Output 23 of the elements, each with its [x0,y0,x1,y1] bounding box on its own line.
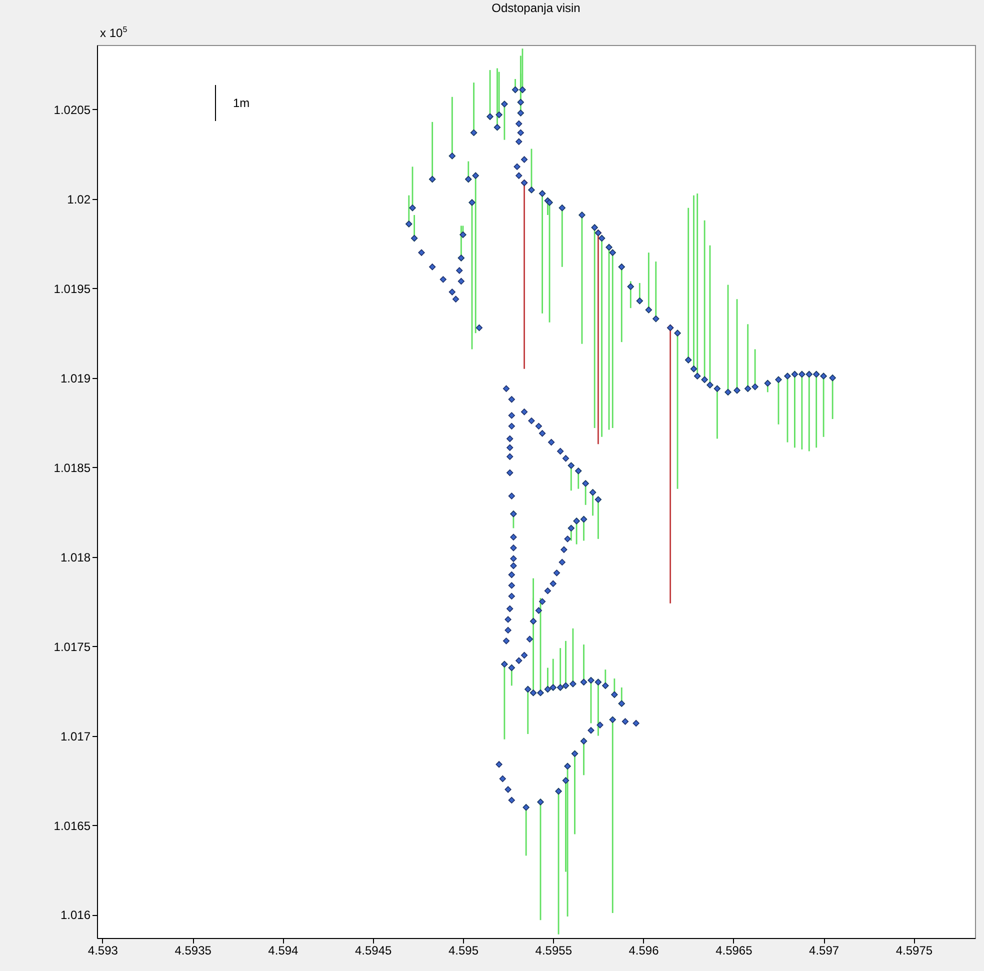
text: x 10$^{5}$ [100,25,128,40]
y-tick-label: 1.019 [60,371,91,386]
y-tick-label: 1.0195 [54,282,91,296]
y-tick-label: 1.018 [60,550,91,564]
y-tick-label: 1.0165 [54,818,91,833]
x-tick-label: 4.5965 [716,944,753,958]
annotation: 1m [233,96,250,110]
x-tick-label: 4.5945 [354,944,392,958]
x-tick-label: 4.596 [628,944,660,958]
y-tick-label: 1.0175 [54,640,91,654]
x-tick-label: 4.5975 [896,944,933,958]
y-tick-label: 1.0205 [54,102,91,117]
y-tick-label: 1.02 [67,192,91,206]
chart-title: Odstopanja visin [492,1,580,15]
x-tick-label: 4.595 [448,944,479,958]
y-tick-label: 1.0185 [54,460,91,475]
y-tick-label: 1.017 [60,729,91,744]
x-tick-label: 4.597 [809,944,840,958]
x-tick-label: 4.5955 [535,944,572,958]
x-tick-label: 4.594 [268,944,299,958]
y-tick-label: 1.016 [60,908,91,922]
x-tick-label: 4.593 [88,944,118,958]
x-tick-label: 4.5935 [174,944,212,958]
